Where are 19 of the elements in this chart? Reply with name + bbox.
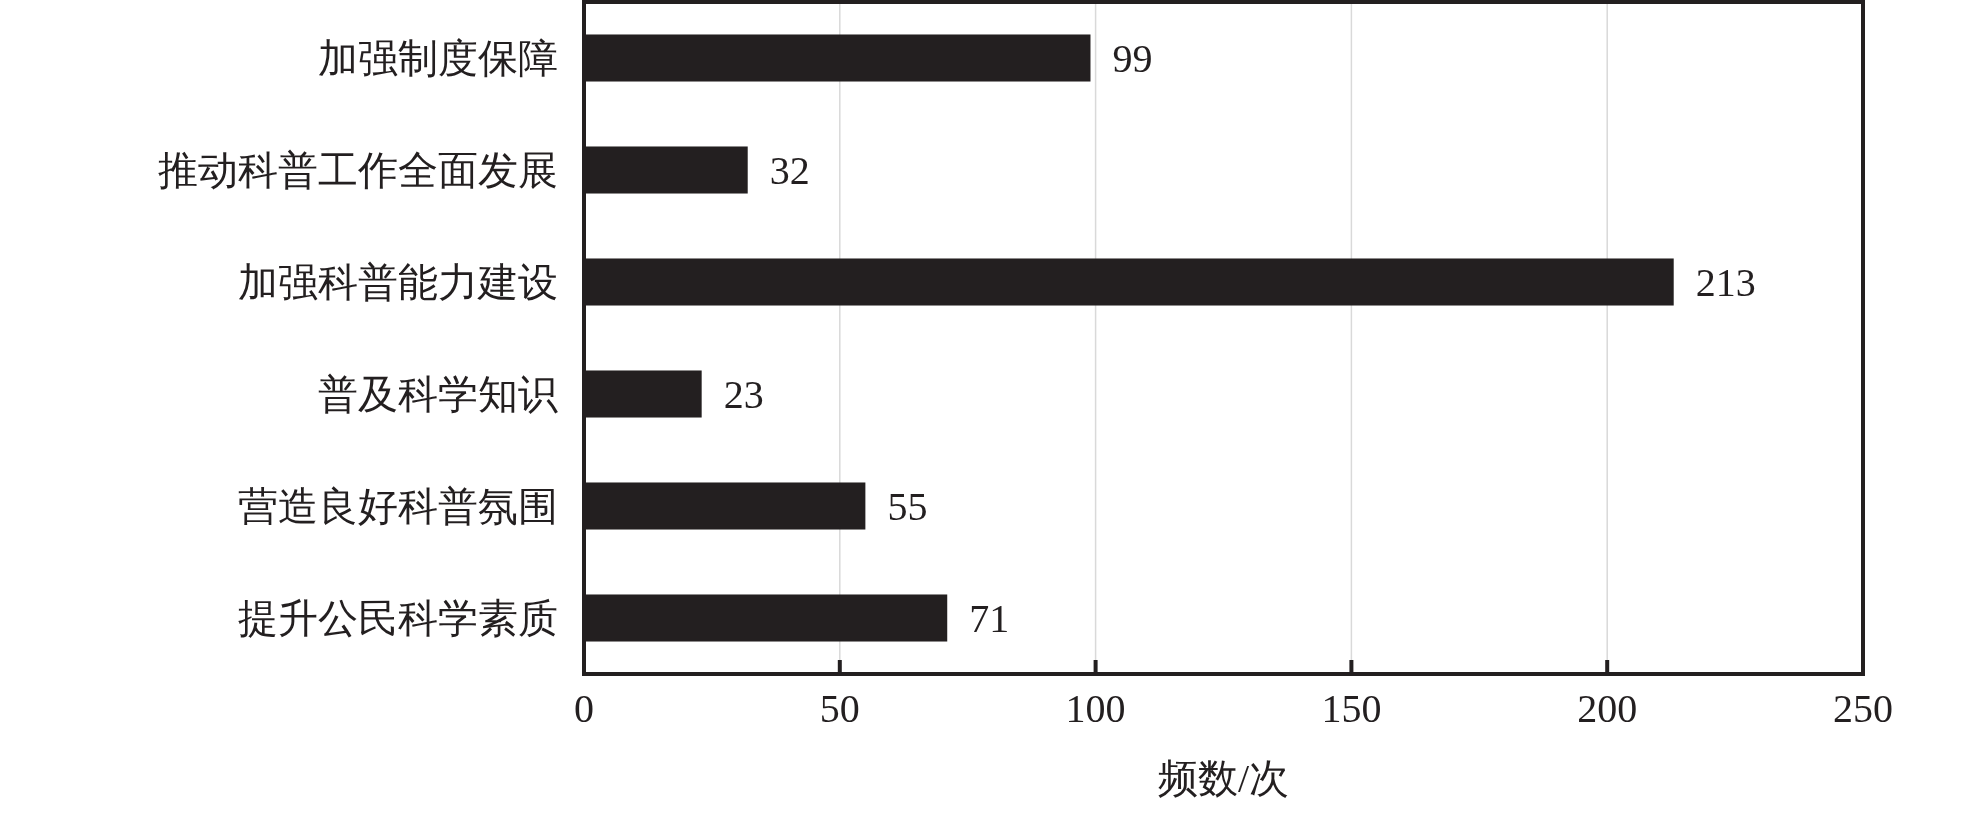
x-tick-label: 50 (819, 686, 860, 731)
x-tick-label: 200 (1577, 686, 1638, 731)
y-tick-label: 加强科普能力建设 (238, 260, 558, 305)
y-tick-label: 加强制度保障 (318, 36, 558, 81)
x-axis-title: 频数/次 (1157, 756, 1290, 801)
data-label: 23 (723, 372, 764, 417)
x-tick-label: 0 (574, 686, 594, 731)
data-label: 32 (769, 148, 810, 193)
x-tick-label: 250 (1833, 686, 1893, 731)
x-tick-label: 100 (1065, 686, 1126, 731)
data-label: 71 (969, 596, 1010, 641)
data-label: 213 (1695, 260, 1756, 305)
y-tick-label: 推动科普工作全面发展 (158, 148, 558, 193)
y-tick-label: 提升公民科学素质 (238, 596, 558, 641)
data-label: 99 (1112, 36, 1153, 81)
y-tick-label: 营造良好科普氛围 (238, 484, 558, 529)
x-tick-label: 150 (1321, 686, 1382, 731)
y-tick-label: 普及科学知识 (318, 372, 558, 417)
data-label: 55 (887, 484, 928, 529)
